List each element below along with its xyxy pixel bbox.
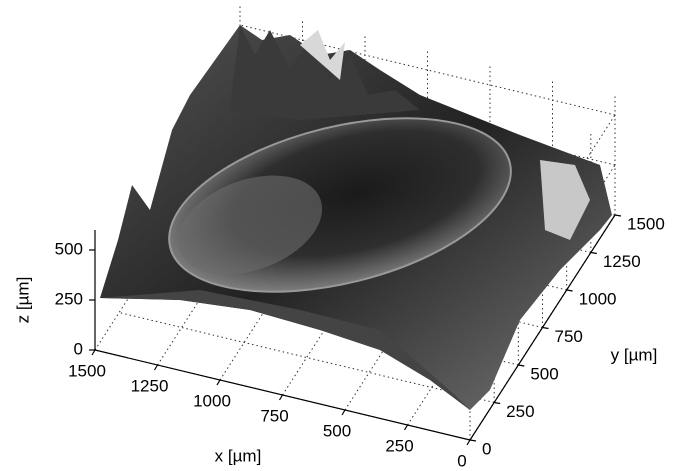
y-tick-label: 750 <box>555 327 583 346</box>
x-tick-label: 0 <box>457 451 466 470</box>
page: 0 250 500 750 1000 1250 1500 0 250 500 750 1000 1250… <box>0 0 678 471</box>
y-tick <box>567 290 573 291</box>
y-tick <box>615 215 621 216</box>
z-axis-label: z [µm] <box>13 277 32 324</box>
x-tick <box>280 395 283 400</box>
x-tick-label: 500 <box>323 421 351 440</box>
x-tick <box>217 380 220 385</box>
surface <box>100 25 612 410</box>
y-tick-label: 0 <box>482 439 491 458</box>
z-tick-label: 0 <box>74 339 83 358</box>
x-axis-label: x [µm] <box>215 446 262 465</box>
z-tick-label: 500 <box>55 239 83 258</box>
y-axis-label: y [µm] <box>611 345 658 364</box>
z-tick-label: 250 <box>55 289 83 308</box>
y-tick <box>591 253 597 254</box>
x-tick-label: 250 <box>385 436 413 455</box>
x-tick-label: 1000 <box>193 391 231 410</box>
y-tick-label: 500 <box>530 364 558 383</box>
x-tick <box>155 365 158 370</box>
x-tick <box>92 350 95 355</box>
x-tick <box>467 440 470 445</box>
x-tick <box>342 410 345 415</box>
y-tick <box>543 328 549 329</box>
x-tick-label: 750 <box>260 406 288 425</box>
y-tick-label: 1250 <box>603 252 641 271</box>
y-tick <box>494 403 500 404</box>
x-tick-label: 1500 <box>68 361 106 380</box>
chart: 0 250 500 750 1000 1250 1500 0 250 500 750 1000 1250… <box>0 0 678 471</box>
y-tick-label: 1500 <box>627 214 665 233</box>
y-tick <box>470 440 476 441</box>
x-tick-label: 1250 <box>131 376 169 395</box>
y-tick-label: 250 <box>506 402 534 421</box>
y-tick <box>518 365 524 366</box>
y-tick-label: 1000 <box>579 289 617 308</box>
x-tick <box>405 425 408 430</box>
